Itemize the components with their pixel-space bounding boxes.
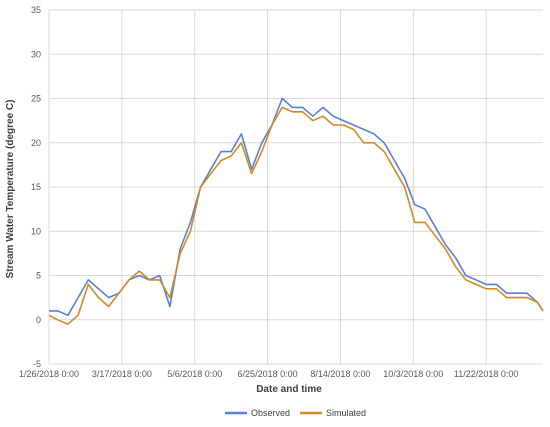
y-tick-label: 10 <box>31 226 41 236</box>
x-tick-label: 8/14/2018 0:00 <box>310 369 370 379</box>
series-line-simulated <box>48 106 544 326</box>
legend-label-simulated: Simulated <box>326 408 366 418</box>
y-tick-label: 25 <box>31 94 41 104</box>
x-tick-label: 1/26/2018 0:00 <box>19 369 79 379</box>
x-tick-label: 11/22/2018 0:00 <box>454 369 518 379</box>
y-tick-label: -5 <box>33 359 41 369</box>
y-tick-label: 35 <box>31 5 41 15</box>
x-tick-label: 5/6/2018 0:00 <box>167 369 222 379</box>
x-tick-label: 10/3/2018 0:00 <box>383 369 443 379</box>
y-tick-label: 5 <box>36 271 41 281</box>
y-tick-label: 15 <box>31 182 41 192</box>
legend: Observed Simulated <box>225 408 366 418</box>
grid-lines <box>48 9 543 365</box>
legend-label-observed: Observed <box>251 408 290 418</box>
x-axis-ticks: 1/26/2018 0:00 3/17/2018 0:00 5/6/2018 0:0… <box>19 369 518 379</box>
x-axis-title: Date and time <box>256 384 322 395</box>
y-axis-title: Stream Water Temperature (degree C) <box>5 100 16 279</box>
x-tick-label: 3/17/2018 0:00 <box>92 369 152 379</box>
y-tick-label: 20 <box>31 138 41 148</box>
y-tick-label: 30 <box>31 49 41 59</box>
series-group <box>48 97 544 326</box>
y-axis-ticks: -5 0 5 10 15 20 25 30 35 <box>31 5 41 369</box>
y-tick-label: 0 <box>36 315 41 325</box>
x-tick-label: 6/25/2018 0:00 <box>238 369 298 379</box>
